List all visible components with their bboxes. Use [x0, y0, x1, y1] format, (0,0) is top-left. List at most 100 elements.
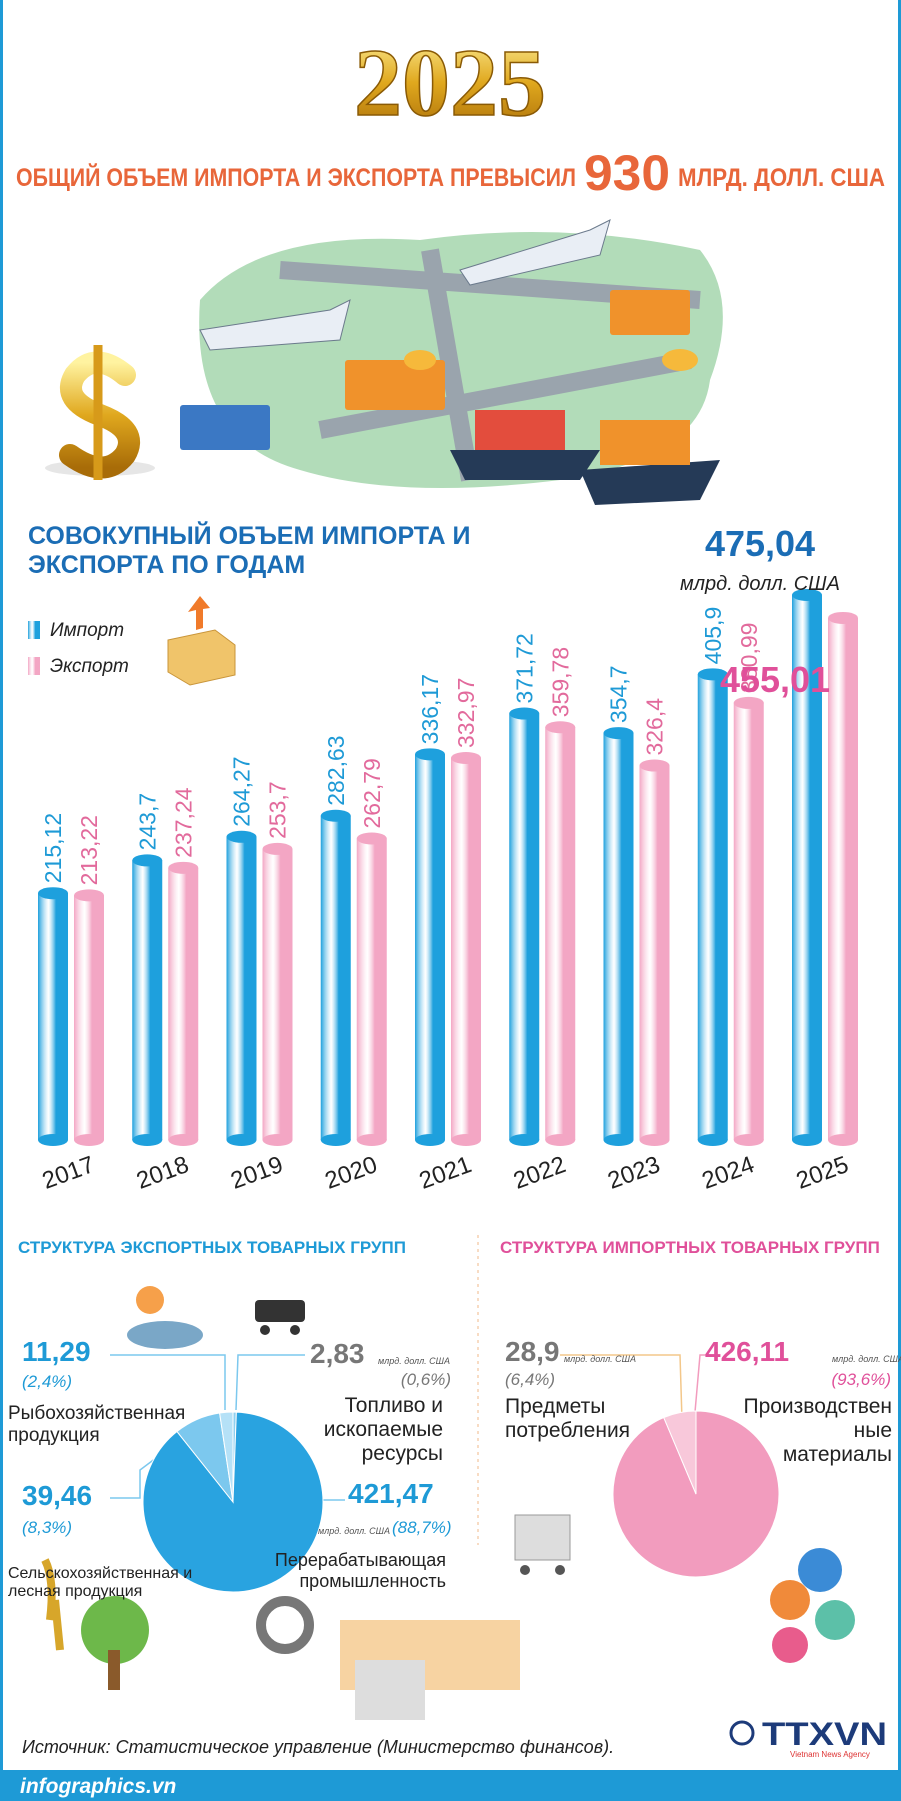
bar-base — [38, 1134, 68, 1146]
value-label: 380,99 — [736, 623, 762, 693]
bar — [828, 617, 858, 1140]
dollar-icon — [45, 345, 155, 480]
bar-base — [792, 1134, 822, 1146]
value-label: 264,27 — [229, 756, 255, 826]
value-label: 405,9 — [700, 607, 726, 665]
headline: ОБЩИЙ ОБЪЕМ ИМПОРТА И ЭКСПОРТА ПРЕВЫСИЛ — [16, 162, 576, 192]
box-icon — [167, 596, 236, 686]
bar-base — [262, 1134, 293, 1146]
slice-label: Рыбохозяйственная продукция — [8, 1403, 186, 1446]
slice-value: 39,46 — [22, 1480, 93, 1511]
bar-base — [168, 1134, 199, 1146]
bar-base — [226, 1134, 257, 1146]
slice-label: Сельскохозяйственная и лесная продукция — [8, 1565, 193, 1601]
bar — [509, 713, 540, 1140]
value-label: 262,79 — [359, 758, 385, 828]
value-label: 326,4 — [642, 698, 668, 756]
agency-en: Vietnam News Agency — [790, 1750, 870, 1759]
headline-unit: МЛРД. ДОЛЛ. США — [678, 164, 885, 192]
bar-cap — [356, 832, 387, 845]
bar-base — [545, 1134, 576, 1146]
slice-value: 421,47 — [348, 1478, 434, 1509]
connectors — [560, 1354, 715, 1421]
bar-cap — [639, 759, 670, 772]
value-label: 336,17 — [417, 674, 443, 744]
bar-cap — [132, 854, 163, 867]
pie-slice — [219, 1411, 234, 1503]
bar — [697, 674, 728, 1140]
bar-base — [828, 1134, 858, 1146]
bar-cap — [451, 751, 481, 764]
slice-unit: млрд. долл. США — [832, 1354, 901, 1364]
bar — [74, 895, 104, 1140]
slice-label: Предметы потребления — [505, 1395, 631, 1443]
bar-base — [639, 1134, 670, 1146]
bar-cap — [226, 830, 257, 843]
bar-cap — [545, 721, 576, 734]
pie-title: СТРУКТУРА ЭКСПОРТНЫХ ТОВАРНЫХ ГРУПП — [18, 1238, 406, 1257]
bar — [262, 848, 293, 1140]
slice-value: 11,29 — [22, 1336, 91, 1367]
bar-cap — [262, 842, 293, 855]
slice-unit: млрд. долл. США — [564, 1354, 636, 1364]
value-label: 371,72 — [511, 633, 537, 703]
bar-cap — [74, 889, 104, 902]
slice-percent: (6,4%) — [505, 1370, 556, 1389]
bar — [545, 727, 576, 1140]
x-tick-label: 2024 — [698, 1151, 757, 1195]
bar-cap — [792, 589, 822, 601]
headline-number: 930 — [584, 145, 670, 201]
value-label: 354,7 — [606, 666, 632, 724]
legend-label: Импорт — [50, 620, 124, 641]
value-label: 253,7 — [265, 781, 291, 839]
slice-percent: (93,6%) — [831, 1370, 891, 1389]
value-label: 243,7 — [134, 793, 160, 851]
value-label-highlight: 475,04 — [705, 523, 815, 564]
x-tick-label: 2017 — [39, 1151, 98, 1195]
logo — [729, 1720, 755, 1746]
bar — [38, 893, 68, 1140]
bar — [451, 757, 481, 1140]
x-tick-label: 2022 — [510, 1151, 569, 1195]
x-tick-label: 2018 — [133, 1151, 192, 1195]
border — [0, 0, 3, 1770]
bar — [356, 838, 387, 1140]
bar — [733, 702, 764, 1140]
bar-base — [733, 1134, 764, 1146]
value-label: 237,24 — [170, 787, 196, 858]
bar-cap — [320, 809, 351, 822]
legend-swatch — [28, 657, 40, 675]
bar-base — [603, 1134, 634, 1146]
x-tick-label: 2021 — [416, 1151, 475, 1195]
slice-value: 426,11 — [705, 1336, 790, 1367]
bar-base — [320, 1134, 351, 1146]
chart-title: СОВОКУПНЫЙ ОБЪЕМ ИМПОРТА И ЭКСПОРТА ПО Г… — [28, 522, 471, 579]
border — [898, 0, 901, 1770]
bar-base — [74, 1134, 104, 1146]
value-label: 332,97 — [453, 678, 479, 748]
bar — [639, 765, 670, 1140]
decor-icons — [41, 1286, 855, 1720]
bar — [132, 860, 163, 1140]
bar-base — [451, 1134, 481, 1146]
bar — [168, 867, 199, 1140]
value-label: 215,12 — [40, 813, 66, 883]
bar — [792, 595, 822, 1140]
agency: TTXVN — [762, 1716, 887, 1752]
legend-swatch — [28, 621, 40, 639]
footer-bar — [0, 1770, 901, 1801]
slice-label: Производственные материалы — [743, 1395, 892, 1467]
bar-base — [356, 1134, 387, 1146]
slice-label: Топливо и ископаемые ресурсы — [323, 1394, 443, 1466]
pie-title: СТРУКТУРА ИМПОРТНЫХ ТОВАРНЫХ ГРУПП — [500, 1238, 880, 1257]
illustration — [180, 219, 723, 505]
value-label-highlight: 455,01 — [720, 659, 830, 700]
source: Источник: Статистическое управление (Мин… — [22, 1737, 614, 1757]
bar-cap — [733, 696, 764, 709]
x-tick-label: 2023 — [604, 1151, 663, 1195]
slice-value: 2,83 — [310, 1338, 365, 1369]
slice-percent: (8,3%) — [22, 1518, 73, 1537]
bar-cap — [509, 707, 540, 720]
bar-cap — [168, 861, 199, 874]
